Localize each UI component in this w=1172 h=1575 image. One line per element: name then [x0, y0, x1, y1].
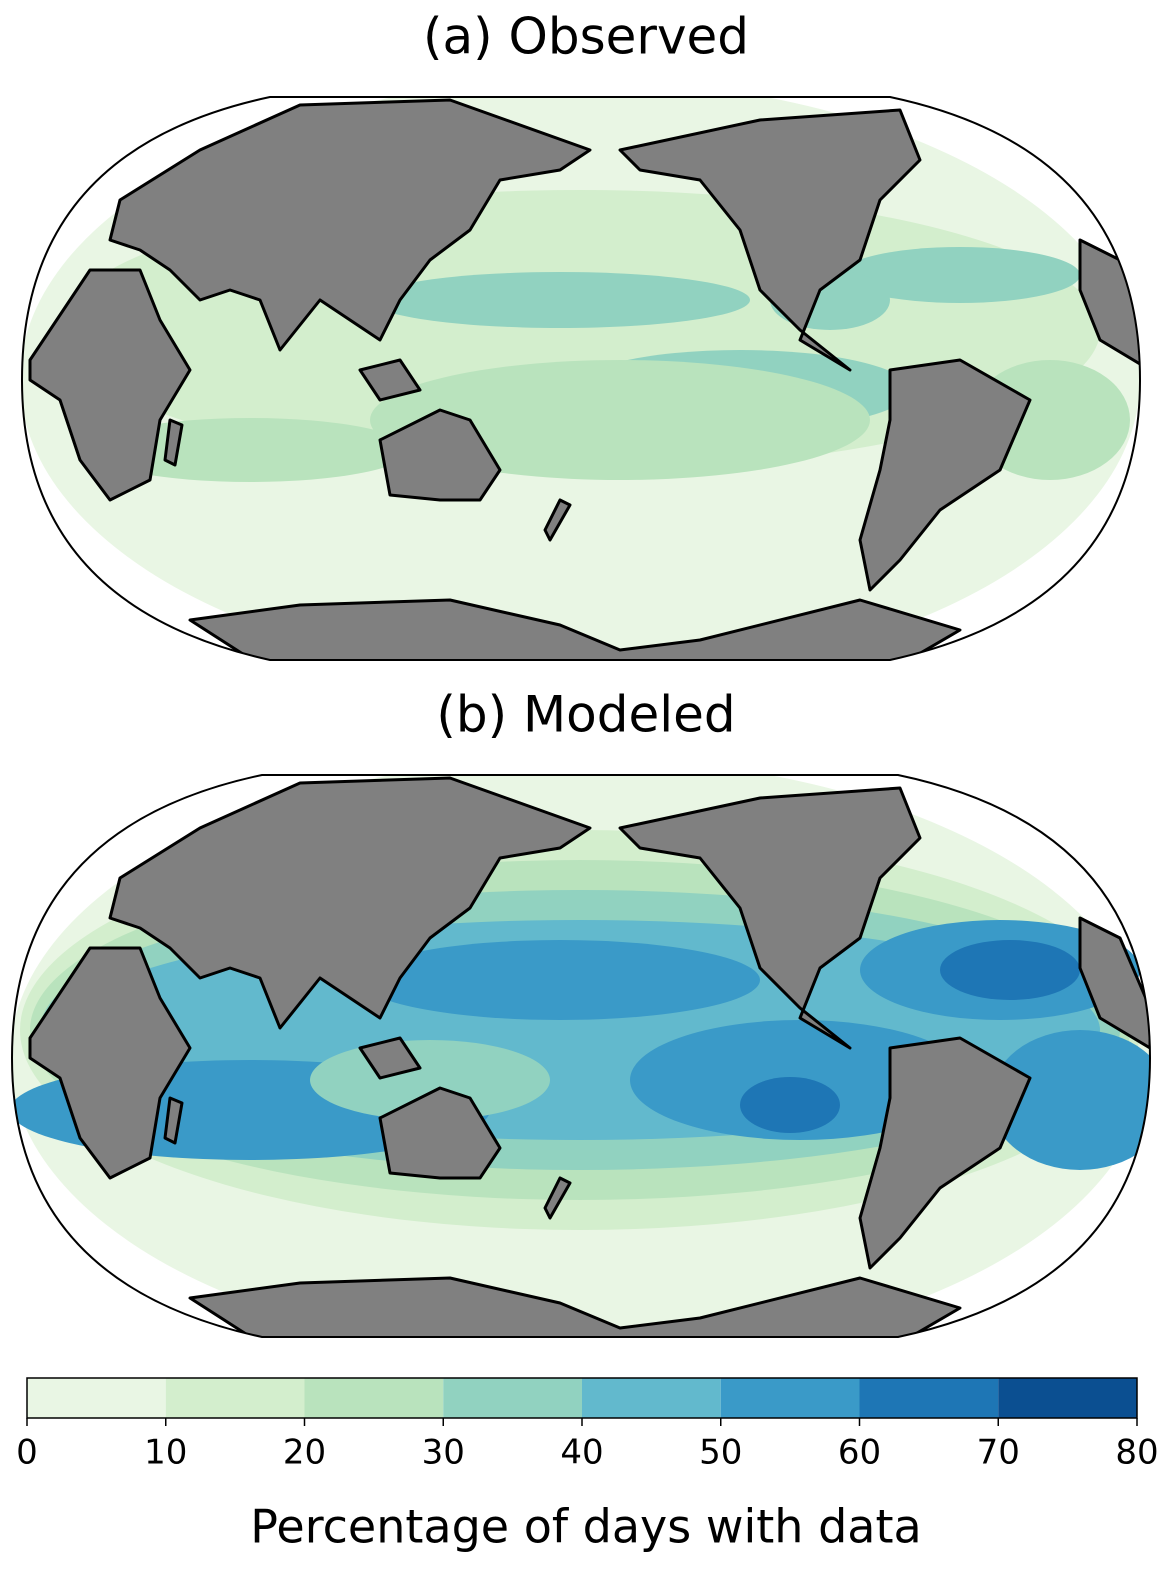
- tick-label: 50: [699, 1433, 742, 1473]
- colorbar-segment: [720, 1378, 860, 1418]
- data-band: [370, 360, 870, 480]
- data-band: [740, 1077, 840, 1133]
- colorbar-segment: [27, 1378, 166, 1418]
- data-band: [370, 272, 750, 328]
- tick-label: 60: [838, 1433, 881, 1473]
- tick-label: 80: [1115, 1433, 1158, 1473]
- colorbar-segment: [582, 1378, 721, 1418]
- data-band: [990, 1030, 1150, 1170]
- tick-label: 70: [977, 1433, 1020, 1473]
- tick-label: 30: [422, 1433, 465, 1473]
- colorbar-segment: [165, 1378, 305, 1418]
- tick-label: 0: [16, 1433, 38, 1473]
- data-band: [940, 940, 1080, 1000]
- colorbar-label: Percentage of days with data: [250, 1500, 921, 1554]
- map-border: [20, 96, 1142, 661]
- map: [12, 775, 1150, 1337]
- tick-label: 40: [560, 1433, 603, 1473]
- panel-title: (b) Modeled: [436, 686, 735, 744]
- data-band: [840, 247, 1080, 303]
- colorbar-segment: [443, 1378, 582, 1418]
- tick-label: 10: [144, 1433, 187, 1473]
- panel-title: (a) Observed: [423, 8, 749, 66]
- data-band: [360, 940, 760, 1020]
- colorbar-segment: [859, 1378, 999, 1418]
- tick-label: 20: [283, 1433, 326, 1473]
- map-border: [10, 774, 1152, 1338]
- colorbar: 0 10 20 30 40 50 60 70 80: [16, 1377, 1159, 1473]
- map: [22, 97, 1140, 660]
- colorbar-segment: [998, 1378, 1137, 1418]
- colorbar-segment: [304, 1378, 444, 1418]
